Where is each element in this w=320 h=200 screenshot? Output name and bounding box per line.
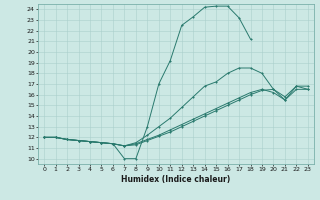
X-axis label: Humidex (Indice chaleur): Humidex (Indice chaleur) bbox=[121, 175, 231, 184]
